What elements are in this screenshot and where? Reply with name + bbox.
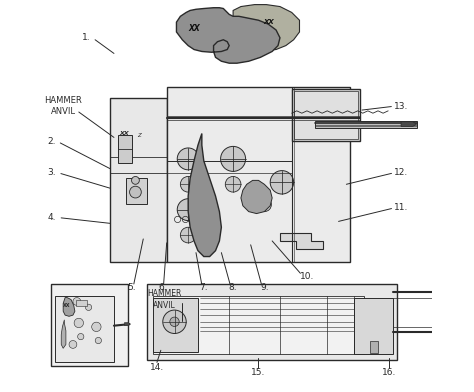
Circle shape (163, 310, 186, 334)
Text: 8.: 8. (229, 283, 237, 292)
Text: 6.: 6. (158, 283, 167, 292)
Bar (153, 298, 198, 352)
Text: 12.: 12. (394, 168, 408, 177)
Text: Z: Z (137, 133, 141, 138)
Circle shape (181, 227, 196, 243)
Circle shape (74, 318, 83, 328)
Text: 9.: 9. (260, 283, 269, 292)
Bar (126, 178, 147, 204)
Bar (118, 136, 132, 163)
Bar (153, 296, 364, 354)
Text: 3.: 3. (47, 168, 56, 177)
Polygon shape (401, 122, 417, 127)
Text: XX: XX (263, 19, 273, 25)
Bar (315, 121, 417, 128)
Polygon shape (176, 8, 280, 63)
Circle shape (78, 334, 84, 340)
Circle shape (170, 317, 179, 327)
Circle shape (69, 341, 77, 348)
Text: XX: XX (119, 131, 128, 136)
Text: 2.: 2. (47, 137, 56, 146)
Bar (370, 341, 378, 353)
Polygon shape (61, 320, 66, 348)
Circle shape (225, 176, 241, 192)
Circle shape (129, 186, 141, 198)
Text: 5.: 5. (127, 283, 136, 292)
Text: HAMMER
ANVIL: HAMMER ANVIL (44, 96, 82, 116)
Polygon shape (280, 233, 323, 249)
Circle shape (91, 322, 101, 332)
Bar (147, 284, 397, 360)
Text: HAMMER
ANVIL: HAMMER ANVIL (147, 289, 182, 310)
Polygon shape (241, 180, 272, 214)
Text: 15.: 15. (251, 368, 265, 377)
Text: XX: XX (64, 303, 71, 308)
Text: 14.: 14. (150, 363, 164, 372)
Circle shape (257, 198, 272, 212)
Text: 4.: 4. (47, 213, 56, 222)
Bar (110, 98, 167, 262)
Bar (292, 89, 360, 141)
Circle shape (270, 171, 293, 194)
Text: 11.: 11. (394, 203, 408, 212)
Polygon shape (233, 5, 300, 51)
Polygon shape (125, 323, 130, 326)
Text: 10.: 10. (300, 272, 314, 281)
Circle shape (177, 199, 199, 221)
Text: 1.: 1. (82, 33, 91, 42)
Bar (293, 91, 358, 140)
Bar (354, 298, 393, 354)
Text: 13.: 13. (394, 102, 408, 111)
Polygon shape (63, 298, 75, 316)
Circle shape (181, 176, 196, 192)
Bar (76, 300, 87, 306)
Polygon shape (188, 134, 221, 256)
Text: XX: XX (188, 24, 200, 33)
Circle shape (220, 146, 246, 171)
Text: 16.: 16. (382, 368, 397, 377)
Text: 7.: 7. (200, 283, 208, 292)
Bar (52, 284, 128, 366)
Bar (167, 87, 350, 262)
Bar (55, 296, 114, 362)
Circle shape (132, 176, 139, 184)
Circle shape (73, 298, 81, 305)
Circle shape (85, 304, 91, 310)
Circle shape (95, 338, 101, 344)
Circle shape (177, 148, 199, 170)
